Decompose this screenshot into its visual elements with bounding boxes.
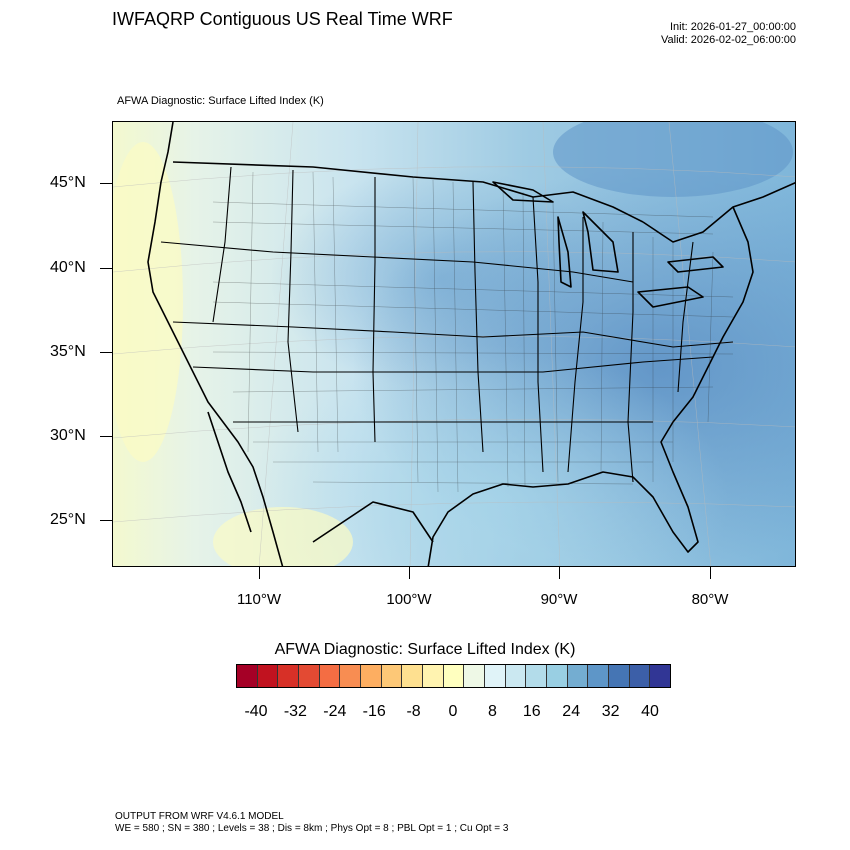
graticule: [113, 122, 795, 566]
lat-tick: [100, 520, 112, 521]
map-panel: [112, 121, 796, 567]
lon-label-80w: 80°W: [691, 591, 729, 608]
model-info-line: OUTPUT FROM WRF V4.6.1 MODEL: [115, 811, 284, 822]
colorbar-swatch: [526, 665, 548, 687]
colorbar-swatch: [609, 665, 630, 687]
colorbar-swatch: [423, 665, 444, 687]
colorbar-swatch: [588, 665, 610, 687]
model-config-line: WE = 580 ; SN = 380 ; Levels = 38 ; Dis …: [115, 823, 509, 834]
lon-label-110w: 110°W: [236, 591, 282, 608]
lon-label-100w: 100°W: [386, 591, 432, 608]
page-title: IWFAQRP Contiguous US Real Time WRF: [112, 9, 453, 29]
field-shading: [113, 122, 795, 566]
county-borders: [212, 171, 734, 493]
colorbar-swatch: [485, 665, 506, 687]
colorbar-label: -40: [244, 703, 268, 720]
colorbar-label: -32: [283, 703, 307, 720]
colorbar-swatch: [650, 665, 671, 687]
colorbar-swatch: [464, 665, 486, 687]
lat-tick: [100, 436, 112, 437]
lat-label-30n: 30°N: [50, 427, 86, 444]
colorbar-swatch: [381, 665, 403, 687]
colorbar-label: 16: [522, 703, 541, 720]
valid-time: Valid: 2026-02-02_06:00:00: [661, 34, 796, 46]
lat-label-40n: 40°N: [50, 259, 86, 276]
colorbar-swatch: [402, 665, 424, 687]
lat-label-45n: 45°N: [50, 174, 86, 191]
lat-label-25n: 25°N: [50, 511, 86, 528]
colorbar-swatch: [340, 665, 362, 687]
lon-tick: [409, 567, 410, 579]
lifted-index-map: [113, 122, 795, 566]
init-time: Init: 2026-01-27_00:00:00: [670, 21, 796, 33]
map-subtitle: AFWA Diagnostic: Surface Lifted Index (K…: [117, 95, 324, 107]
lon-tick: [559, 567, 560, 579]
colorbar-swatch: [629, 665, 651, 687]
colorbar-swatch: [319, 665, 341, 687]
colorbar-swatch: [278, 665, 300, 687]
colorbar: [236, 664, 671, 688]
colorbar-swatch: [361, 665, 382, 687]
colorbar-label: 24: [562, 703, 581, 720]
colorbar-label: 8: [487, 703, 497, 720]
colorbar-swatch: [299, 665, 320, 687]
lat-tick: [100, 268, 112, 269]
colorbar-title: AFWA Diagnostic: Surface Lifted Index (K…: [274, 641, 576, 658]
colorbar-swatch: [443, 665, 465, 687]
lat-tick: [100, 183, 112, 184]
lon-tick: [710, 567, 711, 579]
lon-tick: [259, 567, 260, 579]
colorbar-label: 32: [601, 703, 620, 720]
colorbar-swatch: [505, 665, 527, 687]
colorbar-swatch: [567, 665, 589, 687]
lat-label-35n: 35°N: [50, 343, 86, 360]
colorbar-label: -24: [323, 703, 347, 720]
coastline-and-borders: [147, 122, 795, 566]
colorbar-label: 40: [641, 703, 659, 720]
colorbar-label: -16: [362, 703, 386, 720]
colorbar-swatch: [257, 665, 279, 687]
lat-tick: [100, 352, 112, 353]
colorbar-swatch: [547, 665, 568, 687]
lon-label-90w: 90°W: [540, 591, 578, 608]
colorbar-label: -8: [406, 703, 421, 720]
colorbar-swatch: [237, 665, 258, 687]
colorbar-label: 0: [448, 703, 458, 720]
